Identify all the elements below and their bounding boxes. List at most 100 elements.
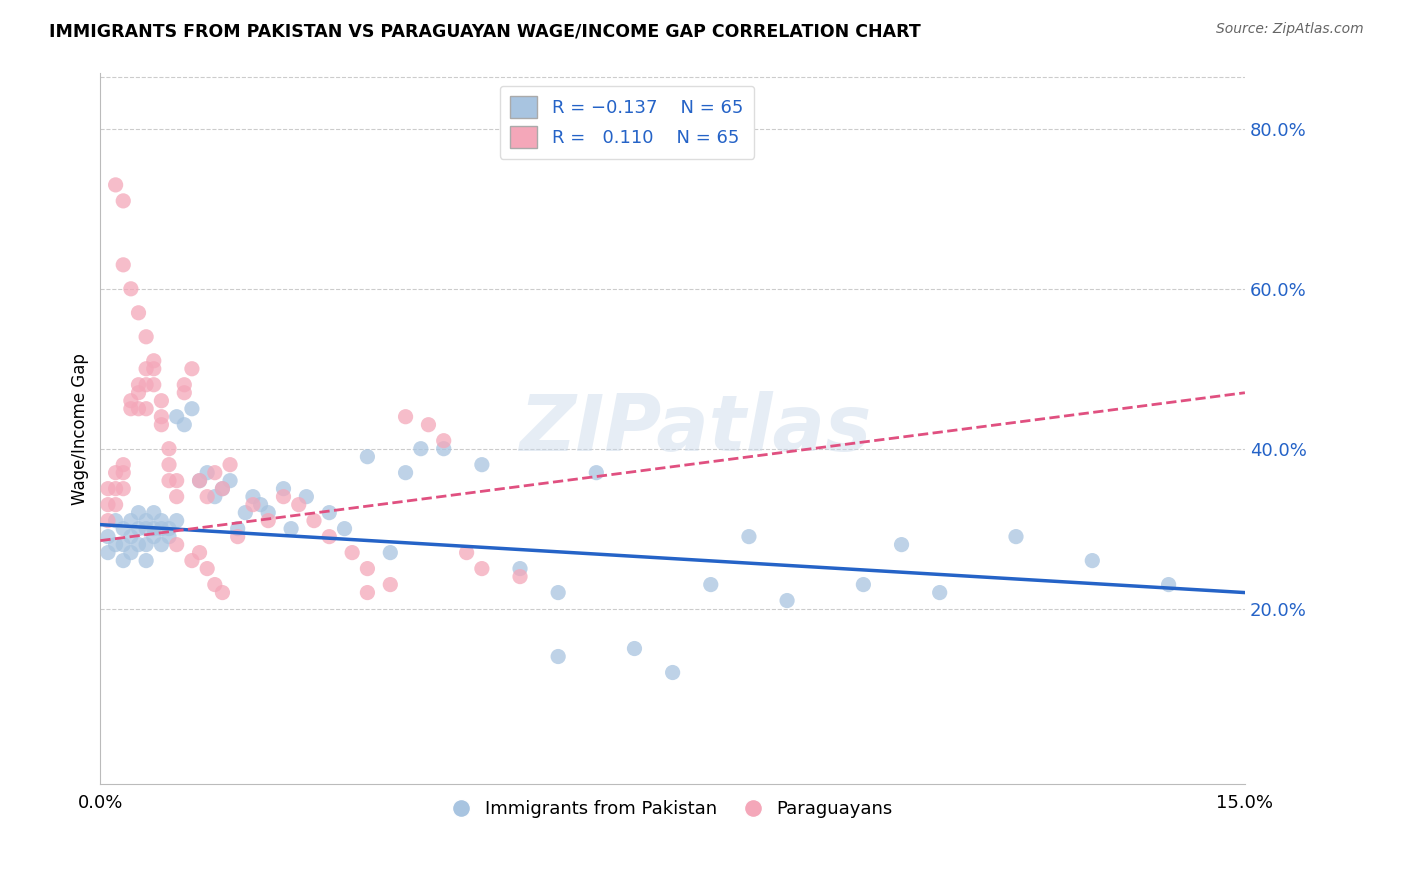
- Point: [204, 577, 226, 591]
- Point: [226, 530, 249, 544]
- Point: [180, 401, 202, 416]
- Point: [273, 482, 295, 496]
- Point: [1081, 553, 1104, 567]
- Point: [380, 577, 402, 591]
- Text: Source: ZipAtlas.com: Source: ZipAtlas.com: [1216, 22, 1364, 37]
- Point: [128, 385, 150, 400]
- Point: [333, 522, 356, 536]
- Point: [112, 553, 135, 567]
- Point: [928, 585, 950, 599]
- Text: ZIPatlas: ZIPatlas: [519, 391, 872, 467]
- Point: [776, 593, 799, 607]
- Point: [700, 577, 723, 591]
- Point: [456, 546, 478, 560]
- Point: [142, 377, 165, 392]
- Point: [150, 393, 173, 408]
- Point: [150, 538, 173, 552]
- Point: [97, 530, 120, 544]
- Point: [157, 442, 180, 456]
- Point: [142, 361, 165, 376]
- Point: [890, 538, 912, 552]
- Point: [1005, 530, 1028, 544]
- Point: [120, 393, 142, 408]
- Point: [852, 577, 875, 591]
- Point: [104, 482, 127, 496]
- Point: [409, 442, 432, 456]
- Point: [302, 514, 325, 528]
- Point: [242, 490, 264, 504]
- Point: [150, 522, 173, 536]
- Point: [128, 401, 150, 416]
- Point: [433, 442, 456, 456]
- Point: [112, 194, 135, 208]
- Point: [142, 522, 165, 536]
- Point: [585, 466, 607, 480]
- Point: [280, 522, 302, 536]
- Point: [195, 466, 218, 480]
- Point: [120, 546, 142, 560]
- Point: [173, 377, 195, 392]
- Point: [219, 474, 242, 488]
- Point: [104, 538, 127, 552]
- Point: [340, 546, 363, 560]
- Point: [97, 546, 120, 560]
- Point: [112, 522, 135, 536]
- Point: [257, 514, 280, 528]
- Point: [120, 401, 142, 416]
- Point: [135, 522, 157, 536]
- Point: [249, 498, 271, 512]
- Point: [195, 561, 218, 575]
- Point: [135, 377, 157, 392]
- Point: [273, 490, 295, 504]
- Point: [433, 434, 456, 448]
- Point: [104, 514, 127, 528]
- Legend: Immigrants from Pakistan, Paraguayans: Immigrants from Pakistan, Paraguayans: [446, 793, 900, 825]
- Point: [471, 458, 494, 472]
- Point: [180, 553, 202, 567]
- Point: [166, 538, 188, 552]
- Text: IMMIGRANTS FROM PAKISTAN VS PARAGUAYAN WAGE/INCOME GAP CORRELATION CHART: IMMIGRANTS FROM PAKISTAN VS PARAGUAYAN W…: [49, 22, 921, 40]
- Point: [157, 458, 180, 472]
- Point: [142, 530, 165, 544]
- Point: [104, 178, 127, 192]
- Point: [211, 482, 233, 496]
- Point: [287, 498, 309, 512]
- Point: [157, 474, 180, 488]
- Point: [509, 569, 531, 583]
- Point: [211, 585, 233, 599]
- Point: [195, 490, 218, 504]
- Point: [394, 466, 416, 480]
- Point: [120, 530, 142, 544]
- Point: [204, 490, 226, 504]
- Point: [318, 530, 340, 544]
- Point: [128, 538, 150, 552]
- Point: [157, 530, 180, 544]
- Point: [547, 585, 569, 599]
- Point: [135, 514, 157, 528]
- Point: [547, 649, 569, 664]
- Point: [173, 385, 195, 400]
- Point: [112, 466, 135, 480]
- Point: [226, 522, 249, 536]
- Point: [128, 377, 150, 392]
- Point: [128, 506, 150, 520]
- Point: [135, 538, 157, 552]
- Point: [135, 401, 157, 416]
- Point: [150, 514, 173, 528]
- Point: [356, 561, 378, 575]
- Point: [318, 506, 340, 520]
- Point: [1157, 577, 1180, 591]
- Point: [242, 498, 264, 512]
- Point: [211, 482, 233, 496]
- Point: [97, 498, 120, 512]
- Point: [380, 546, 402, 560]
- Point: [97, 514, 120, 528]
- Point: [142, 353, 165, 368]
- Point: [295, 490, 318, 504]
- Point: [509, 561, 531, 575]
- Point: [104, 466, 127, 480]
- Point: [112, 482, 135, 496]
- Point: [120, 514, 142, 528]
- Point: [219, 458, 242, 472]
- Point: [135, 553, 157, 567]
